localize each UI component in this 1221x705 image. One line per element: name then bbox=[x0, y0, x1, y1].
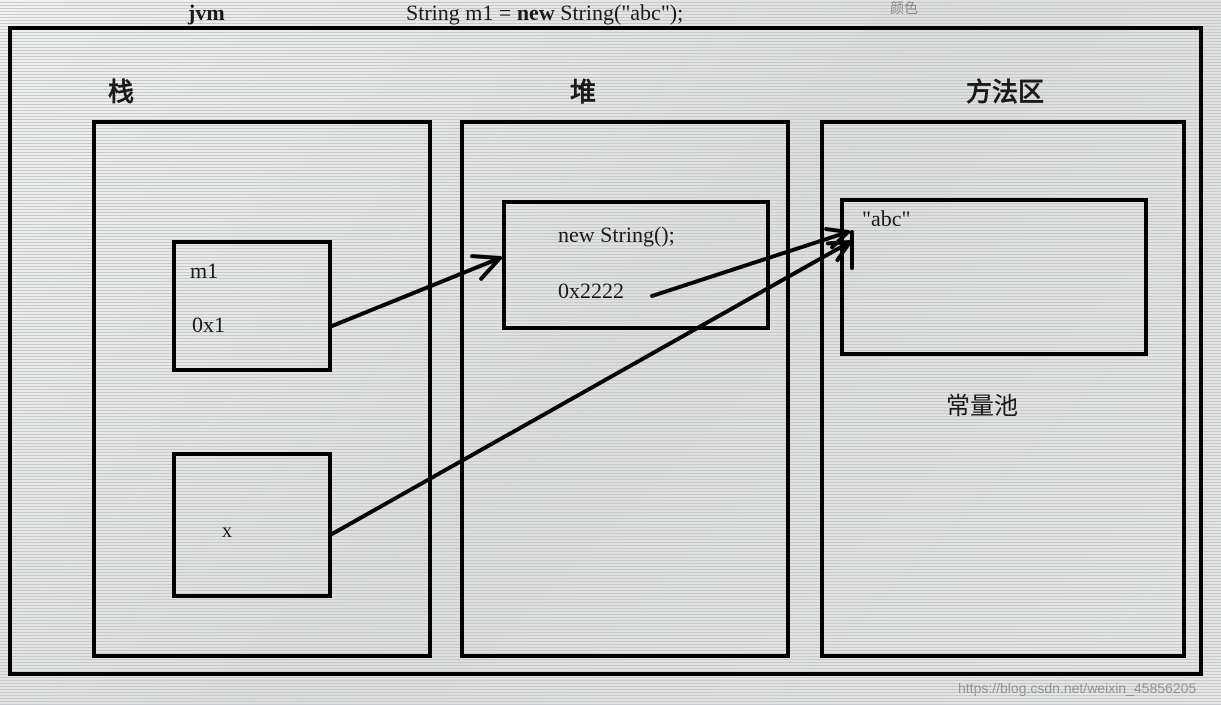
extra-label: 颜色 bbox=[890, 0, 918, 18]
x-cell bbox=[172, 452, 332, 598]
new-string-label: new String(); bbox=[558, 222, 675, 248]
m1-label: m1 bbox=[190, 258, 218, 284]
x-label: x bbox=[222, 520, 232, 543]
m1-addr: 0x1 bbox=[192, 312, 225, 338]
heap-title: 堆 bbox=[570, 72, 596, 109]
watermark: https://blog.csdn.net/weixin_45856205 bbox=[958, 680, 1196, 696]
new-string-cell bbox=[502, 200, 770, 330]
code-line: String m1 = new String("abc"); bbox=[406, 0, 683, 26]
jvm-label: jvm bbox=[188, 0, 225, 26]
abc-label: "abc" bbox=[862, 206, 911, 232]
stack-title: 栈 bbox=[108, 72, 134, 109]
new-string-addr: 0x2222 bbox=[558, 278, 624, 304]
methodarea-title: 方法区 bbox=[966, 72, 1044, 109]
pool-label: 常量池 bbox=[946, 386, 1018, 421]
